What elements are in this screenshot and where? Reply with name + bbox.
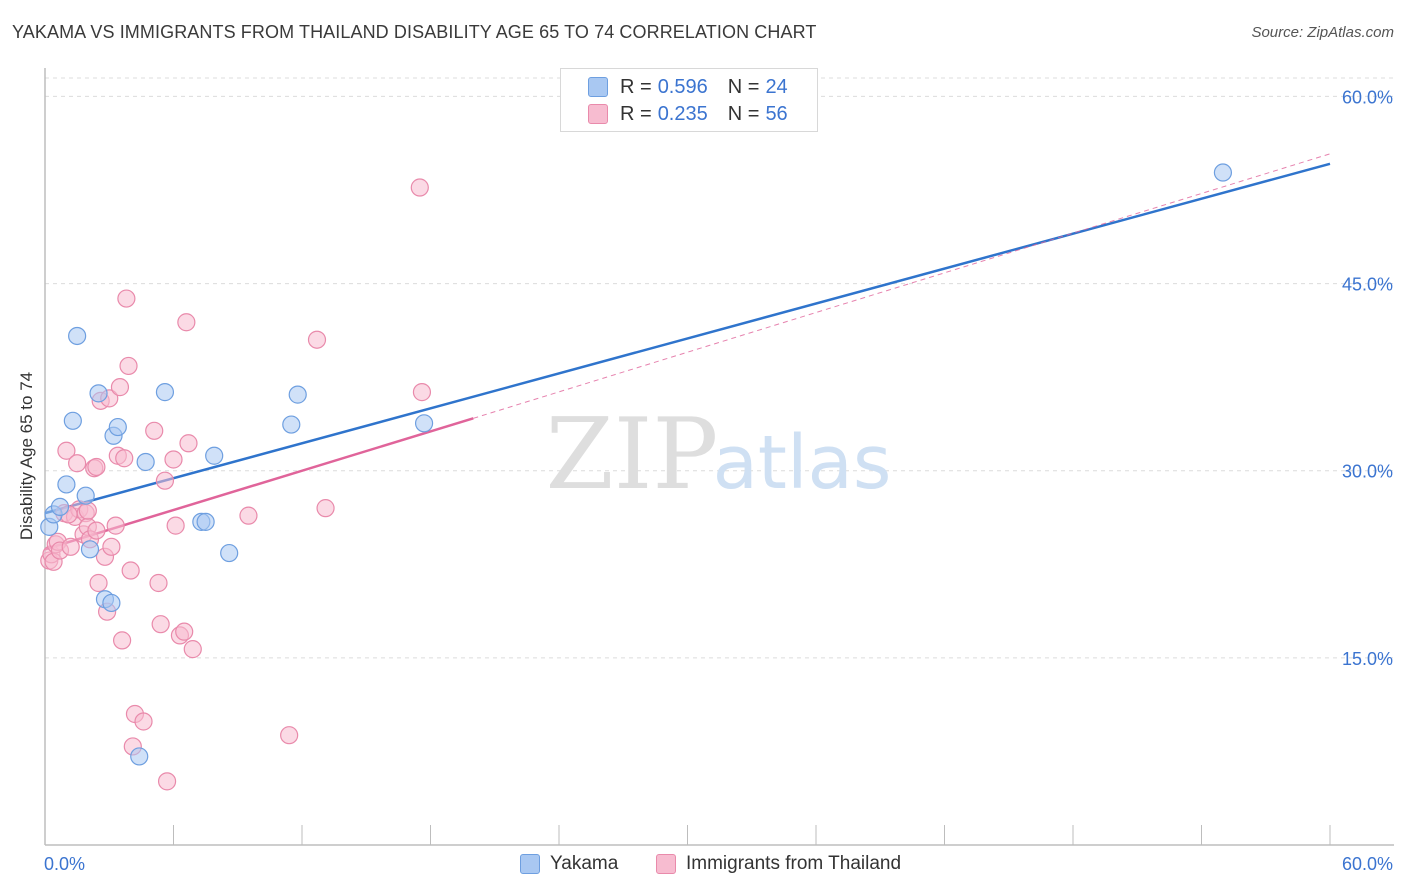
watermark: ZIP atlas xyxy=(546,398,892,512)
point-thailand xyxy=(157,772,177,791)
correlation-legend: R = 0.596 N = 24 R = 0.235 N = 56 xyxy=(560,68,818,132)
legend-row-thailand: R = 0.235 N = 56 xyxy=(588,101,788,127)
point-thailand xyxy=(78,501,97,520)
grid-lines xyxy=(45,77,1394,659)
point-yakama xyxy=(288,385,307,404)
y-axis-title: Disability Age 65 to 74 xyxy=(17,371,36,541)
point-thailand xyxy=(316,499,335,518)
y-tick-label: 45.0% xyxy=(1342,275,1393,295)
point-yakama xyxy=(220,543,239,563)
watermark-atlas: atlas xyxy=(713,420,892,506)
point-thailand xyxy=(177,313,196,332)
point-yakama xyxy=(155,383,175,402)
point-thailand xyxy=(106,516,125,535)
bottom-legend-yakama[interactable]: Yakama xyxy=(520,852,618,876)
watermark-zip: ZIP xyxy=(546,398,719,512)
point-thailand xyxy=(110,378,130,397)
data-points xyxy=(40,163,1233,791)
legend-n-label: N = xyxy=(727,102,760,125)
legend-swatch-thailand xyxy=(656,854,676,874)
legend-label-yakama: Yakama xyxy=(550,853,619,874)
legend-n-label: N = xyxy=(727,75,760,98)
legend-swatch-yakama xyxy=(520,854,540,874)
point-thailand xyxy=(164,450,183,469)
point-yakama xyxy=(50,497,70,516)
point-yakama xyxy=(63,411,82,430)
point-yakama xyxy=(196,512,215,531)
point-thailand xyxy=(102,537,121,556)
legend-n-value: 56 xyxy=(765,102,788,125)
point-yakama xyxy=(282,415,301,434)
legend-r-value: 0.596 xyxy=(657,75,708,98)
source-label: Source: ZipAtlas.com xyxy=(1251,24,1394,41)
point-thailand xyxy=(166,516,185,535)
point-thailand xyxy=(61,537,80,556)
legend-r-label: R = xyxy=(620,75,652,98)
point-yakama xyxy=(89,384,108,403)
legend-r-value: 0.235 xyxy=(657,102,708,125)
point-thailand xyxy=(112,631,132,650)
point-thailand xyxy=(280,726,299,745)
point-thailand xyxy=(239,506,258,525)
point-thailand xyxy=(307,330,327,349)
y-tick-label: 30.0% xyxy=(1342,462,1393,482)
point-thailand xyxy=(87,521,106,540)
y-tick-label: 15.0% xyxy=(1342,649,1393,669)
tick-labels: 15.0% 30.0% 45.0% 60.0% 0.0% 60.0% xyxy=(44,87,1393,874)
legend-swatch-thailand xyxy=(588,104,608,124)
axes xyxy=(44,68,1394,846)
trend-line-0 xyxy=(44,162,1331,515)
x-tick-label-end: 60.0% xyxy=(1342,854,1393,874)
legend-row-yakama: R = 0.596 N = 24 xyxy=(588,74,788,100)
legend-swatch-yakama xyxy=(588,77,608,97)
trend-line-extension-1 xyxy=(473,153,1331,419)
bottom-legend-thailand[interactable]: Immigrants from Thailand xyxy=(656,852,901,876)
point-thailand xyxy=(145,421,164,440)
chart-title: YAKAMA VS IMMIGRANTS FROM THAILAND DISAB… xyxy=(12,22,817,42)
point-yakama xyxy=(136,452,155,472)
point-thailand xyxy=(151,615,170,634)
point-thailand xyxy=(115,449,134,468)
point-yakama xyxy=(130,747,149,766)
point-thailand xyxy=(149,573,168,593)
point-thailand xyxy=(155,471,175,490)
point-thailand xyxy=(410,178,429,197)
legend-n-value: 24 xyxy=(765,75,788,98)
point-thailand xyxy=(183,640,202,659)
point-thailand xyxy=(121,561,140,580)
point-yakama xyxy=(414,414,434,433)
point-yakama xyxy=(80,540,100,559)
point-thailand xyxy=(119,356,138,376)
point-thailand xyxy=(87,457,106,477)
point-thailand xyxy=(117,289,136,308)
point-thailand xyxy=(89,573,108,593)
legend-label-thailand: Immigrants from Thailand xyxy=(686,853,902,874)
point-thailand xyxy=(175,622,194,641)
point-thailand xyxy=(179,434,198,453)
point-thailand xyxy=(134,712,153,731)
point-yakama xyxy=(57,475,76,494)
y-tick-label: 60.0% xyxy=(1342,87,1393,107)
point-yakama xyxy=(205,446,224,465)
point-yakama xyxy=(68,326,87,346)
point-yakama xyxy=(76,486,95,505)
point-thailand xyxy=(68,454,87,473)
point-yakama xyxy=(108,417,127,437)
x-tick-label-start: 0.0% xyxy=(44,854,85,874)
point-thailand xyxy=(57,441,76,460)
point-thailand xyxy=(412,383,432,402)
point-yakama xyxy=(1213,163,1233,182)
point-yakama xyxy=(102,593,121,613)
legend-r-label: R = xyxy=(620,102,652,125)
